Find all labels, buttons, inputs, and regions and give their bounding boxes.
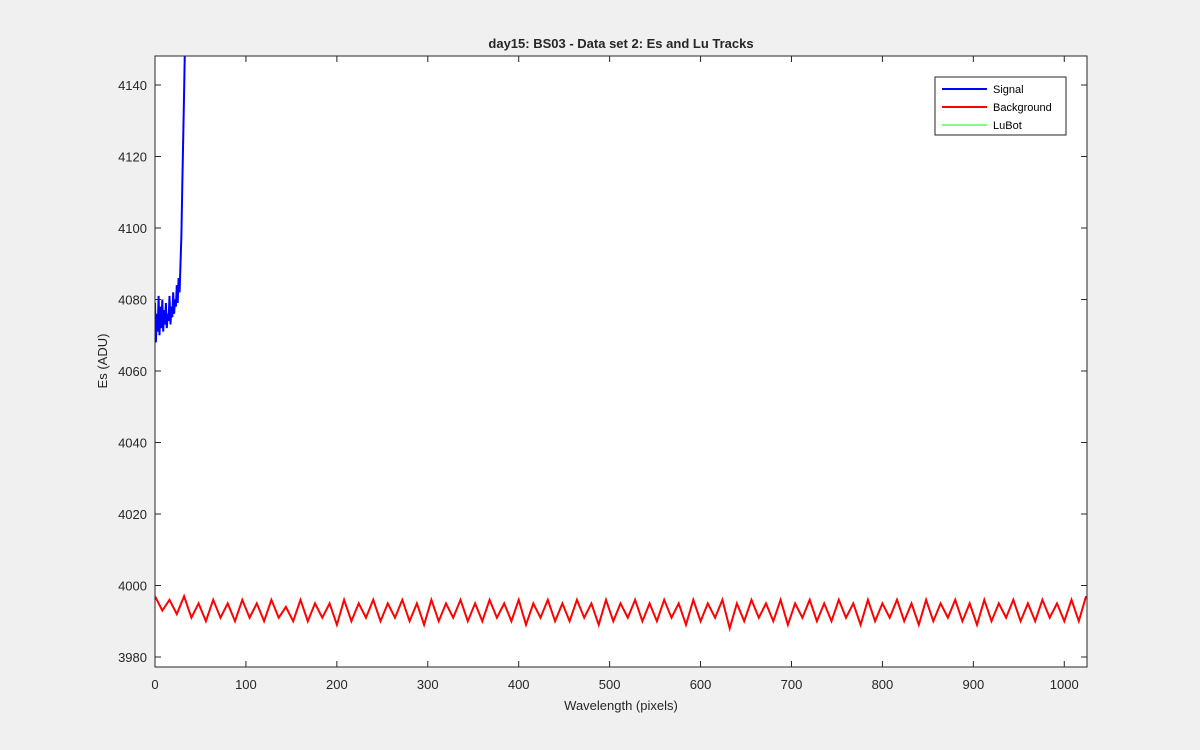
x-tick-label: 200 (326, 677, 348, 692)
y-tick-label: 4020 (118, 507, 147, 522)
plot-area (155, 56, 1087, 633)
x-tick-label: 800 (872, 677, 894, 692)
y-tick-label: 4000 (118, 578, 147, 593)
x-tick-label: 600 (690, 677, 712, 692)
x-tick-label: 300 (417, 677, 439, 692)
legend-label: LuBot (993, 120, 1022, 132)
y-tick-label: 4100 (118, 221, 147, 236)
x-tick-label: 400 (508, 677, 530, 692)
y-tick-label: 4080 (118, 292, 147, 307)
x-tick-label: 900 (962, 677, 984, 692)
y-axis-label: Es (ADU) (95, 334, 110, 389)
x-tick-label: 500 (599, 677, 621, 692)
x-tick-label: 1000 (1050, 677, 1079, 692)
series-line (155, 593, 1087, 633)
series-line (155, 56, 186, 343)
y-tick-label: 4060 (118, 364, 147, 379)
x-axis-label: Wavelength (pixels) (564, 698, 678, 713)
x-tick-label: 700 (781, 677, 803, 692)
chart-title: day15: BS03 - Data set 2: Es and Lu Trac… (488, 36, 753, 51)
y-tick-label: 4140 (118, 78, 147, 93)
plot-bg (155, 56, 1087, 667)
legend-label: Background (993, 102, 1052, 114)
y-tick-label: 4040 (118, 435, 147, 450)
y-tick-label: 3980 (118, 650, 147, 665)
x-tick-label: 100 (235, 677, 257, 692)
x-tick-label: 0 (151, 677, 158, 692)
legend-label: Signal (993, 84, 1024, 96)
axes-box (154, 55, 1088, 668)
y-tick-label: 4120 (118, 149, 147, 164)
